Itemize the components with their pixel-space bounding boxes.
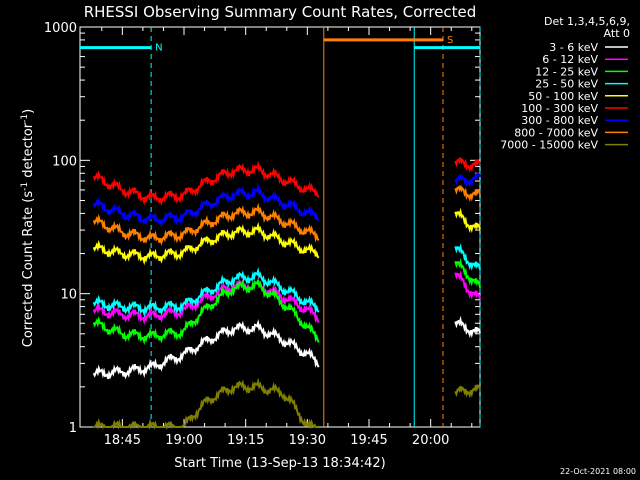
series-line xyxy=(92,183,320,228)
legend-header-2: Att 0 xyxy=(604,27,630,40)
legend-label: 25 - 50 keV xyxy=(535,78,598,91)
y-tick-label: 10 xyxy=(60,288,77,303)
y-axis-label: Corrected Count Rate (s-1 detector-1) xyxy=(20,109,36,347)
x-tick-label: 18:45 xyxy=(104,433,141,448)
x-tick-label: 19:45 xyxy=(350,433,387,448)
y-tick-label: 1 xyxy=(69,421,77,436)
series-line xyxy=(92,160,320,206)
x-tick-label: 19:00 xyxy=(165,433,202,448)
y-tick-label: 1000 xyxy=(44,21,77,36)
series-line xyxy=(454,172,481,188)
series-line xyxy=(454,243,481,271)
series-line xyxy=(454,258,481,288)
legend-label: 300 - 800 keV xyxy=(521,114,598,127)
x-tick-label: 19:15 xyxy=(227,433,264,448)
series-line xyxy=(454,315,481,339)
series-line xyxy=(92,276,320,326)
legend-label: 6 - 12 keV xyxy=(542,53,598,66)
series-line xyxy=(454,207,481,234)
series-line xyxy=(92,319,320,380)
flag-label: N xyxy=(155,43,162,54)
x-axis-label: Start Time (13-Sep-13 18:34:42) xyxy=(174,456,385,471)
series-line xyxy=(92,221,320,266)
legend-header-1: Det 1,3,4,5,6,9, xyxy=(544,15,630,28)
x-tick-label: 19:30 xyxy=(289,433,326,448)
legend-label: 100 - 300 keV xyxy=(521,102,598,115)
legend-label: 800 - 7000 keV xyxy=(514,126,598,139)
flag-label: S xyxy=(447,35,453,46)
series-line xyxy=(454,185,481,202)
legend-label: 7000 - 15000 keV xyxy=(500,139,598,152)
plot-area: 1 10 100 1000 18:45 19:00 19:15 19:30 19:45 20:00… xyxy=(44,21,481,448)
footer-date: 22-Oct-2021 08:00 xyxy=(560,467,636,476)
legend-label: 3 - 6 keV xyxy=(549,41,598,54)
legend-label: 50 - 100 keV xyxy=(528,90,598,103)
series-line xyxy=(454,270,481,300)
chart-title: RHESSI Observing Summary Count Rates, Co… xyxy=(84,3,477,21)
legend-label: 12 - 25 keV xyxy=(535,65,598,78)
y-tick-label: 100 xyxy=(52,154,77,169)
series-line xyxy=(92,202,320,246)
series-line xyxy=(93,377,319,431)
x-tick-label: 20:00 xyxy=(412,433,449,448)
series-line xyxy=(92,267,320,318)
series-line xyxy=(92,279,320,346)
series-line xyxy=(454,384,481,399)
series-line xyxy=(454,157,481,173)
